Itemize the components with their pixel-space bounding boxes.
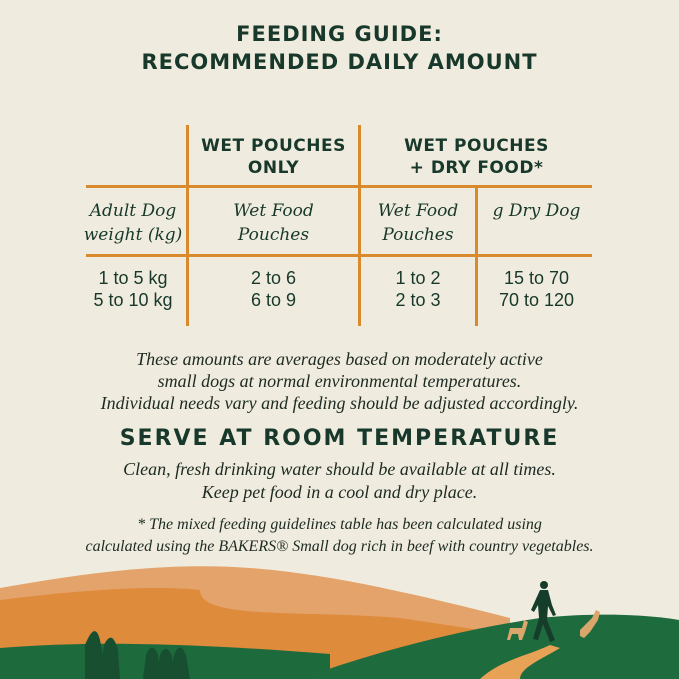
table-column-mixed-pouches: 1 to 2 2 to 3 xyxy=(361,267,475,311)
tree-icon xyxy=(85,631,190,679)
table-cell: 1 to 2 xyxy=(395,268,441,288)
page-title-line1: FEEDING GUIDE: xyxy=(236,22,443,46)
instruction-line: Clean, fresh drinking water should be av… xyxy=(123,459,556,479)
table-column-dry-grams: 15 to 70 70 to 120 xyxy=(478,267,595,311)
header-text: g Dry Dog xyxy=(492,201,581,221)
note-line: small dogs at normal environmental tempe… xyxy=(157,371,522,391)
note-line: Individual needs vary and feeding should… xyxy=(100,393,579,413)
footnote-line: * The mixed feeding guidelines table has… xyxy=(137,516,542,533)
person-walking-icon xyxy=(531,581,556,642)
table-cell: 6 to 9 xyxy=(250,290,297,310)
column-header-weight: Adult Dog weight (kg) xyxy=(80,199,186,247)
header-text: WET POUCHES xyxy=(201,136,346,156)
serve-instructions: Clean, fresh drinking water should be av… xyxy=(0,458,679,504)
footnote: * The mixed feeding guidelines table has… xyxy=(0,514,679,558)
table-cell: 2 to 3 xyxy=(395,290,441,310)
instruction-line: Keep pet food in a cool and dry place. xyxy=(201,482,478,502)
column-header-dry-grams: g Dry Dog xyxy=(478,199,595,223)
header-text: Pouches xyxy=(382,225,454,245)
table-column-wet-only: 2 to 6 6 to 9 xyxy=(189,267,358,311)
table-divider xyxy=(358,125,361,326)
header-text: WET POUCHES xyxy=(404,136,549,156)
path xyxy=(480,645,560,679)
table-cell: 70 to 120 xyxy=(498,290,575,310)
header-text: Pouches xyxy=(237,225,310,245)
averages-note: These amounts are averages based on mode… xyxy=(0,348,679,414)
table-cell: 1 to 5 kg xyxy=(98,268,168,288)
note-line: These amounts are averages based on mode… xyxy=(136,349,543,369)
header-text: + DRY FOOD* xyxy=(409,158,544,178)
table-column-weight: 1 to 5 kg 5 to 10 kg xyxy=(80,267,186,311)
header-text: ONLY xyxy=(247,158,300,178)
page-title-line2: RECOMMENDED DAILY AMOUNT xyxy=(141,50,538,74)
column-header-wet-only-pouches: Wet Food Pouches xyxy=(189,199,358,247)
landscape-illustration xyxy=(0,566,679,679)
table-cell: 15 to 70 xyxy=(503,268,570,288)
header-text: Wet Food xyxy=(377,201,459,221)
group-header-wet-dry: WET POUCHES + DRY FOOD* xyxy=(361,135,592,179)
header-text: Adult Dog xyxy=(89,201,177,221)
table-cell: 5 to 10 kg xyxy=(93,290,173,310)
footnote-line: calculated using the BAKERS® Small dog r… xyxy=(85,538,594,555)
header-text: weight (kg) xyxy=(83,225,183,245)
serve-heading: SERVE AT ROOM TEMPERATURE xyxy=(119,426,560,451)
table-divider xyxy=(186,125,189,326)
dog-icon xyxy=(507,610,600,640)
table-cell: 2 to 6 xyxy=(250,268,297,288)
header-text: Wet Food xyxy=(233,201,314,221)
table-divider xyxy=(86,185,592,188)
column-header-mixed-pouches: Wet Food Pouches xyxy=(361,199,475,247)
table-divider xyxy=(86,254,592,257)
group-header-wet-only: WET POUCHES ONLY xyxy=(189,135,358,179)
